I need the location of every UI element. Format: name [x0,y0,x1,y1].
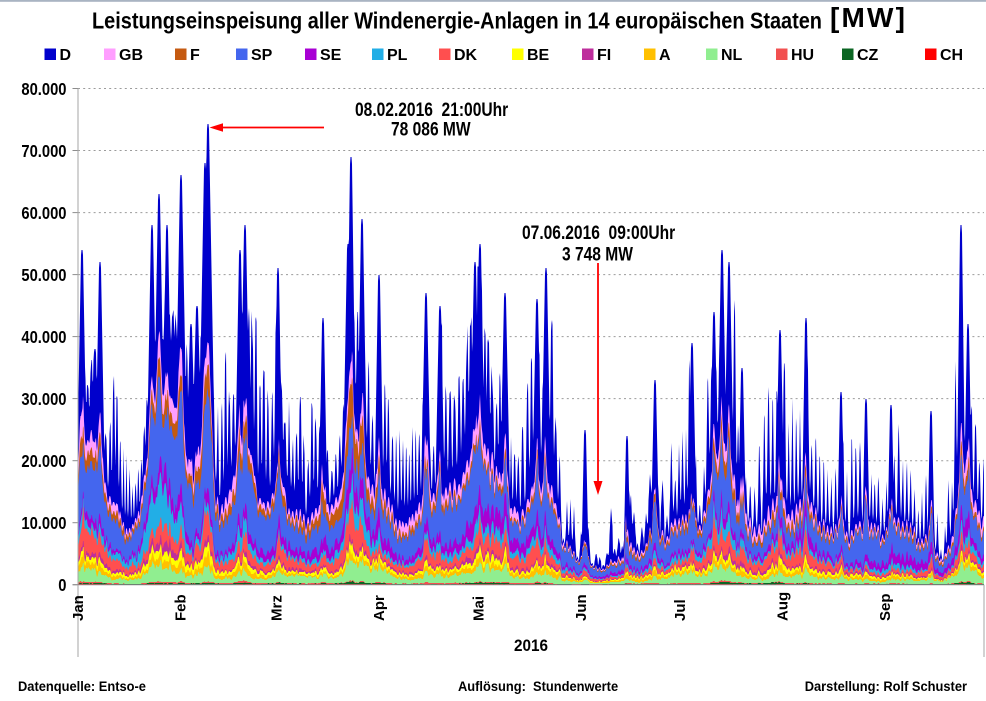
svg-text:60.000: 60.000 [21,204,66,224]
svg-text:NL: NL [721,47,743,64]
svg-text:PL: PL [387,47,408,64]
svg-text:BE: BE [527,47,550,64]
svg-text:FI: FI [597,47,611,64]
svg-text:D: D [60,47,72,64]
svg-text:Aug: Aug [775,592,792,621]
svg-text:07.06.2016 09:00Uhr: 07.06.2016 09:00Uhr [522,222,675,244]
svg-text:[MW]: [MW] [830,2,907,33]
svg-text:Apr: Apr [371,595,388,621]
svg-text:3 748 MW: 3 748 MW [562,243,633,265]
svg-text:2016: 2016 [514,636,548,655]
svg-text:40.000: 40.000 [21,328,66,348]
svg-text:08.02.2016 21:00Uhr: 08.02.2016 21:00Uhr [355,99,508,121]
svg-text:Jan: Jan [70,595,87,621]
svg-text:20.000: 20.000 [21,452,66,472]
svg-text:CZ: CZ [857,47,879,64]
svg-text:F: F [190,47,200,64]
svg-text:Datenquelle: Entso-e: Datenquelle: Entso-e [18,679,146,695]
svg-text:78 086 MW: 78 086 MW [391,118,471,140]
svg-text:Jun: Jun [573,594,590,621]
svg-text:A: A [659,47,671,64]
svg-text:30.000: 30.000 [21,390,66,410]
svg-text:Jul: Jul [672,599,689,621]
svg-text:SE: SE [320,47,342,64]
svg-text:80.000: 80.000 [21,79,66,99]
svg-text:GB: GB [119,47,143,64]
svg-text:Auflösung: Stundenwerte: Auflösung: Stundenwerte [458,679,619,695]
svg-text:Leistungseinspeisung aller Win: Leistungseinspeisung aller Windenergie-A… [92,7,822,34]
svg-text:70.000: 70.000 [21,141,66,161]
svg-text:Sep: Sep [877,593,894,621]
svg-text:DK: DK [454,47,478,64]
svg-text:Mrz: Mrz [269,595,286,621]
svg-text:Darstellung: Rolf Schuster: Darstellung: Rolf Schuster [805,679,968,695]
svg-text:CH: CH [940,47,963,64]
svg-text:0: 0 [58,576,66,596]
svg-text:Feb: Feb [173,594,190,621]
svg-text:HU: HU [791,47,814,64]
svg-text:Mai: Mai [470,596,487,621]
svg-text:10.000: 10.000 [21,514,66,534]
svg-text:SP: SP [251,47,273,64]
svg-text:50.000: 50.000 [21,266,66,286]
